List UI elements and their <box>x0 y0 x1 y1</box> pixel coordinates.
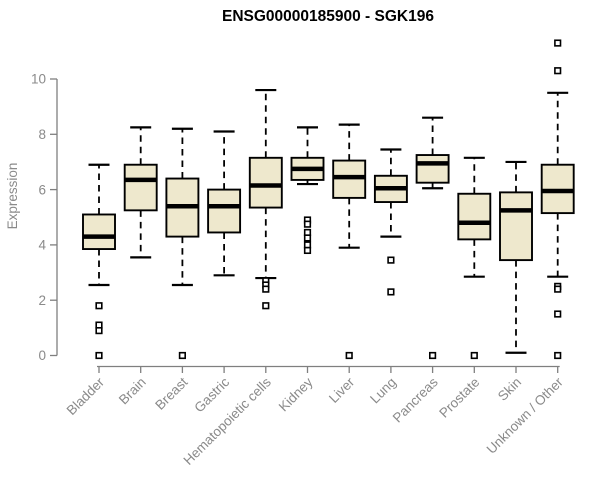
outlier-point <box>345 351 353 360</box>
iqr-box <box>415 154 450 184</box>
outlier-point <box>554 285 562 293</box>
y-tick-label: 10 <box>31 72 46 87</box>
outlier-point <box>303 246 312 255</box>
iqr-box <box>248 156 283 209</box>
outlier-point <box>303 234 312 242</box>
x-tick-label-lung: Lung <box>367 375 399 407</box>
x-tick-label-breast: Breast <box>152 374 190 412</box>
y-tick-label: 2 <box>38 293 46 308</box>
chart-title: ENSG00000185900 - SGK196 <box>222 8 434 25</box>
x-tick-label-unknown-other: Unknown / Other <box>484 374 567 457</box>
y-tick-label: 0 <box>38 348 46 363</box>
outlier-point <box>554 310 562 318</box>
boxplot-hematopoietic-cells <box>248 88 283 310</box>
x-tick-label-liver: Liver <box>326 374 358 406</box>
iqr-box <box>499 191 533 262</box>
boxplots <box>82 39 575 360</box>
y-tick-label: 6 <box>38 182 46 197</box>
boxplot-bladder <box>82 163 116 360</box>
outlier-point <box>387 256 395 264</box>
boxplot-kidney <box>290 126 325 255</box>
boxplot-gastric <box>207 130 242 277</box>
outlier-point <box>303 220 312 228</box>
iqr-box <box>207 188 242 234</box>
y-tick-label: 4 <box>38 238 46 253</box>
iqr-box <box>123 163 158 212</box>
outlier-point <box>178 351 187 360</box>
boxplot-brain <box>123 126 158 259</box>
x-tick-label-skin: Skin <box>495 375 524 404</box>
outlier-point <box>95 351 103 360</box>
outlier-point <box>387 288 395 296</box>
outlier-point <box>554 351 562 360</box>
boxplot-unknown-other <box>540 39 575 360</box>
boxplot-breast <box>165 127 200 360</box>
outlier-point <box>554 39 562 47</box>
x-tick-label-pancreas: Pancreas <box>390 374 441 425</box>
iqr-box <box>457 192 492 241</box>
boxplot-skin <box>499 160 533 354</box>
outlier-point <box>95 327 103 335</box>
y-axis: 0 2 4 6 8 10 <box>31 72 58 363</box>
boxplot-lung <box>373 148 408 296</box>
y-axis-label: Expression <box>5 163 20 230</box>
boxplot-pancreas <box>415 116 450 360</box>
outlier-point <box>470 351 478 360</box>
x-tick-label-brain: Brain <box>116 375 149 408</box>
outlier-point <box>554 67 562 75</box>
x-tick-label-gastric: Gastric <box>191 374 232 415</box>
y-tick-label: 8 <box>38 127 46 142</box>
x-tick-label-bladder: Bladder <box>64 374 108 418</box>
iqr-box <box>82 213 116 250</box>
outlier-point <box>262 302 270 310</box>
x-tick-label-prostate: Prostate <box>436 375 482 421</box>
outlier-point <box>95 302 103 310</box>
outlier-point <box>262 285 270 293</box>
boxplot-liver <box>332 123 367 360</box>
outlier-point <box>428 351 437 360</box>
boxplot-prostate <box>457 156 492 360</box>
x-tick-label-kidney: Kidney <box>276 374 316 414</box>
